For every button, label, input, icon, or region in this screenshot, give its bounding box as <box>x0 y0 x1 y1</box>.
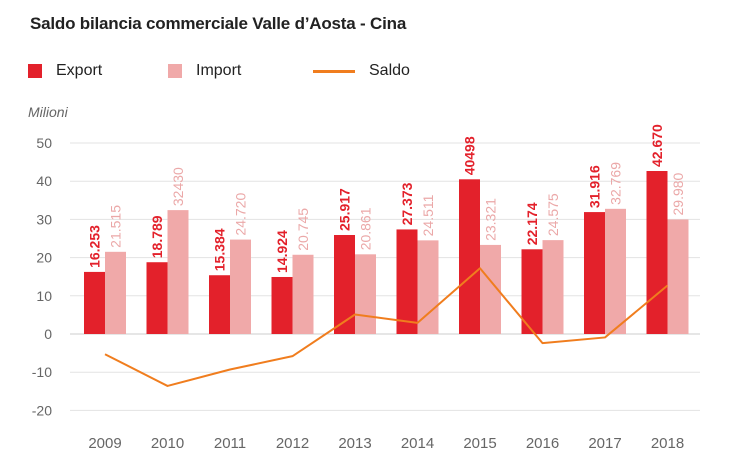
export-bar <box>646 171 668 334</box>
export-data-label: 31.916 <box>587 165 603 208</box>
export-bar <box>146 262 168 334</box>
export-data-label: 22.174 <box>524 202 540 245</box>
import-data-label: 23.321 <box>483 198 499 241</box>
y-tick-label: -10 <box>32 364 52 380</box>
chart-title: Saldo bilancia commerciale Valle d’Aosta… <box>30 14 407 33</box>
import-bar <box>667 219 689 334</box>
x-tick-label: 2015 <box>463 435 496 452</box>
export-bar <box>209 275 230 334</box>
y-tick-label: 50 <box>36 135 52 151</box>
import-data-label: 20.861 <box>358 207 374 250</box>
import-data-label: 21.515 <box>108 205 124 248</box>
export-bar <box>396 229 418 334</box>
import-bar <box>417 240 439 334</box>
x-tick-label: 2012 <box>276 435 309 452</box>
y-tick-label: 20 <box>36 250 52 266</box>
legend-saldo: Saldo <box>313 60 410 82</box>
import-bar <box>542 240 564 334</box>
export-data-label: 42.670 <box>649 124 665 167</box>
import-bar <box>480 244 501 334</box>
import-bar <box>292 254 314 334</box>
y-tick-label: 30 <box>36 211 52 227</box>
y-axis-unit-label: Milioni <box>28 104 68 120</box>
export-bar <box>271 276 293 334</box>
legend-import-label: Import <box>196 62 242 79</box>
x-tick-label: 2013 <box>338 435 371 452</box>
export-bar <box>84 271 105 334</box>
import-data-label: 24.511 <box>420 194 436 236</box>
export-bar <box>584 212 605 334</box>
legend-export-swatch <box>28 64 42 78</box>
legend-import-swatch <box>168 64 182 78</box>
export-data-label: 15.384 <box>212 228 228 271</box>
x-tick-label: 2009 <box>88 435 121 452</box>
legend-export-label: Export <box>56 62 103 79</box>
import-data-label: 24.720 <box>233 193 249 236</box>
import-data-label: 24.575 <box>545 193 561 236</box>
import-data-label: 20.745 <box>295 208 311 251</box>
export-data-label: 16.253 <box>87 225 103 268</box>
legend-import: Import <box>168 60 241 82</box>
import-data-label: 29.980 <box>670 172 686 215</box>
y-tick-label: 10 <box>36 288 52 304</box>
y-tick-label: -20 <box>32 402 52 418</box>
export-data-label: 14.924 <box>274 230 290 273</box>
import-bar <box>605 208 626 334</box>
export-bar <box>459 179 480 334</box>
legend-saldo-label: Saldo <box>369 62 410 79</box>
export-bar <box>334 234 355 334</box>
x-tick-label: 2011 <box>214 435 246 452</box>
import-data-label: 32430 <box>170 167 186 206</box>
x-tick-label: 2014 <box>401 435 434 452</box>
legend-saldo-swatch <box>313 69 355 73</box>
export-bar <box>521 249 543 334</box>
y-tick-label: 0 <box>44 326 52 342</box>
import-bar <box>105 251 126 334</box>
export-data-label: 27.373 <box>399 182 415 225</box>
import-data-label: 32.769 <box>608 162 624 205</box>
export-data-label: 25.917 <box>337 188 353 231</box>
import-bar <box>355 254 376 334</box>
x-tick-label: 2018 <box>651 435 684 452</box>
x-tick-label: 2017 <box>588 435 621 452</box>
export-data-label: 40498 <box>462 136 478 175</box>
y-tick-label: 40 <box>36 173 52 189</box>
x-tick-label: 2016 <box>526 435 559 452</box>
import-bar <box>230 239 251 334</box>
saldo-line <box>104 267 669 387</box>
export-data-label: 18.789 <box>149 215 165 258</box>
legend-export: Export <box>28 60 102 82</box>
import-bar <box>167 210 189 334</box>
x-tick-label: 2010 <box>151 435 184 452</box>
